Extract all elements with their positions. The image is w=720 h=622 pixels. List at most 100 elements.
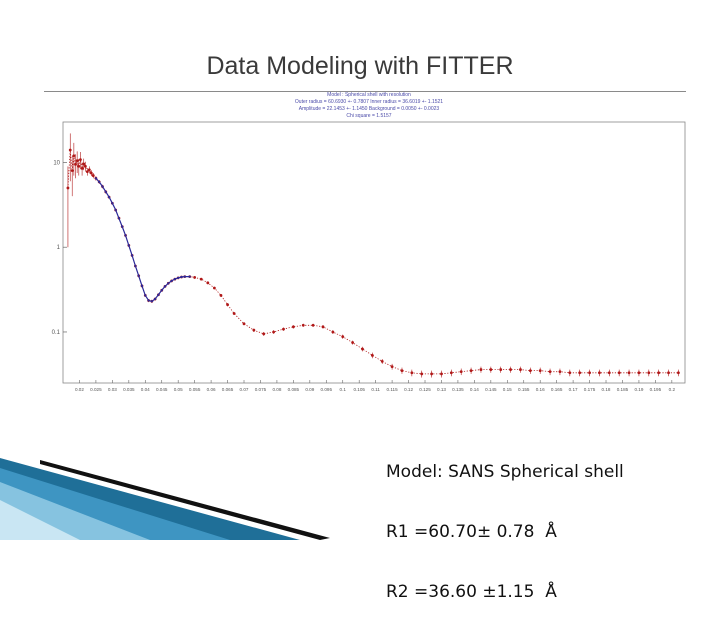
x-tick-label: 0.075 (255, 387, 267, 392)
data-point (72, 154, 76, 158)
data-point (499, 368, 503, 371)
data-point (77, 164, 81, 168)
data-point (85, 170, 89, 173)
x-tick-label: 0.18 (602, 387, 611, 392)
plot-frame (62, 121, 686, 384)
data-point (479, 368, 483, 371)
data-point (449, 371, 453, 375)
chart-axes: 10 1 0.1 0.02 0.025 0.03 0.035 0.04 0.045 0.05 0.0… (52, 121, 686, 392)
data-point (568, 371, 572, 375)
x-tick-label: 0.09 (305, 387, 314, 392)
x-tick-label: 0.19 (634, 387, 643, 392)
model-point (144, 294, 147, 297)
x-tick-label: 0.1 (340, 387, 347, 392)
data-point (390, 365, 394, 369)
data-point (657, 371, 661, 375)
data-point (80, 167, 84, 170)
x-tick-label: 0.05 (174, 387, 183, 392)
data-point (578, 371, 582, 375)
data-point (79, 158, 82, 162)
x-tick-label: 0.055 (189, 387, 201, 392)
data-point (82, 162, 86, 166)
data-point (598, 371, 601, 375)
model-point (170, 279, 173, 283)
x-tick-label: 0.025 (90, 387, 102, 392)
data-point (538, 369, 542, 373)
slide-title: Data Modeling with FITTER (206, 52, 514, 80)
deco-black-wedge (40, 460, 330, 540)
plot-header: Model : Spherical shell with resolution … (44, 92, 694, 120)
x-tick-label: 0.145 (485, 387, 497, 392)
deco-band-pale (0, 500, 80, 540)
model-point (111, 202, 114, 205)
data-point (291, 325, 295, 329)
data-point (351, 341, 355, 344)
fit-curve-dotted (67, 150, 679, 375)
data-point (193, 276, 197, 279)
data-point (509, 368, 512, 371)
x-tick-label: 0.15 (503, 387, 512, 392)
data-point (219, 294, 223, 297)
data-point (206, 281, 210, 285)
plot-header-amplitude: Amplitude = 22.1453 +- 1.1450 Background… (298, 106, 440, 112)
model-point (124, 234, 127, 237)
x-tick-label: 0.175 (584, 387, 596, 392)
plot-header-radii: Outer radius = 60.6930 +- 0.7807 Inner r… (294, 99, 444, 105)
x-tick-label: 0.16 (536, 387, 545, 392)
data-point (301, 323, 305, 327)
model-point (154, 297, 157, 301)
x-tick-label: 0.04 (141, 387, 150, 392)
caption-r2: R2 =36.60 ±1.15 Å (386, 582, 557, 602)
caption-r1: R1 =60.70± 0.78 Å (386, 522, 557, 542)
data-point (469, 369, 473, 373)
data-point (677, 371, 680, 375)
y-tick-label: 0.1 (52, 330, 61, 336)
scattering-chart: 10 1 0.1 0.02 0.025 0.03 0.035 0.04 0.045 0.05 0.0… (52, 121, 686, 392)
data-point (380, 359, 384, 363)
data-point (252, 328, 256, 332)
x-tick-label: 0.135 (452, 387, 464, 392)
data-point (627, 371, 631, 375)
slide-decoration (0, 458, 330, 540)
data-point (528, 369, 532, 373)
model-point (140, 284, 144, 287)
data-point (75, 159, 79, 163)
x-tick-label: 0.085 (288, 387, 300, 392)
data-point (70, 169, 74, 173)
x-tick-label: 0.155 (518, 387, 530, 392)
data-point (519, 368, 522, 371)
x-tick-label: 0.195 (650, 387, 662, 392)
data-point (361, 347, 364, 351)
data-point (226, 303, 229, 307)
data-point (272, 330, 276, 334)
fit-plot: Model : Spherical shell with resolution … (44, 92, 694, 402)
model-point (177, 276, 180, 279)
model-point (160, 289, 163, 292)
x-tick-label: 0.095 (321, 387, 333, 392)
y-tick-label: 1 (57, 245, 61, 251)
data-point (459, 370, 463, 374)
data-point (548, 370, 552, 374)
data-point (321, 325, 325, 329)
x-tick-label: 0.12 (404, 387, 413, 392)
model-point (134, 264, 137, 268)
x-tick-label: 0.115 (387, 387, 399, 392)
model-point (127, 244, 130, 247)
model-point (180, 275, 183, 279)
model-point (150, 300, 153, 303)
model-point (101, 185, 104, 188)
model-point (137, 274, 140, 277)
data-point (212, 286, 216, 290)
data-point (410, 371, 414, 375)
title-divider (44, 91, 686, 92)
x-tick-label: 0.11 (371, 387, 380, 392)
x-tick-label: 0.06 (207, 387, 216, 392)
data-point (262, 332, 266, 336)
data-point (331, 330, 335, 334)
data-point (400, 369, 404, 373)
model-point (131, 254, 134, 257)
x-tick-label: 0.08 (272, 387, 281, 392)
chart-marks (66, 133, 680, 378)
data-point (440, 372, 443, 376)
data-point (199, 277, 203, 281)
